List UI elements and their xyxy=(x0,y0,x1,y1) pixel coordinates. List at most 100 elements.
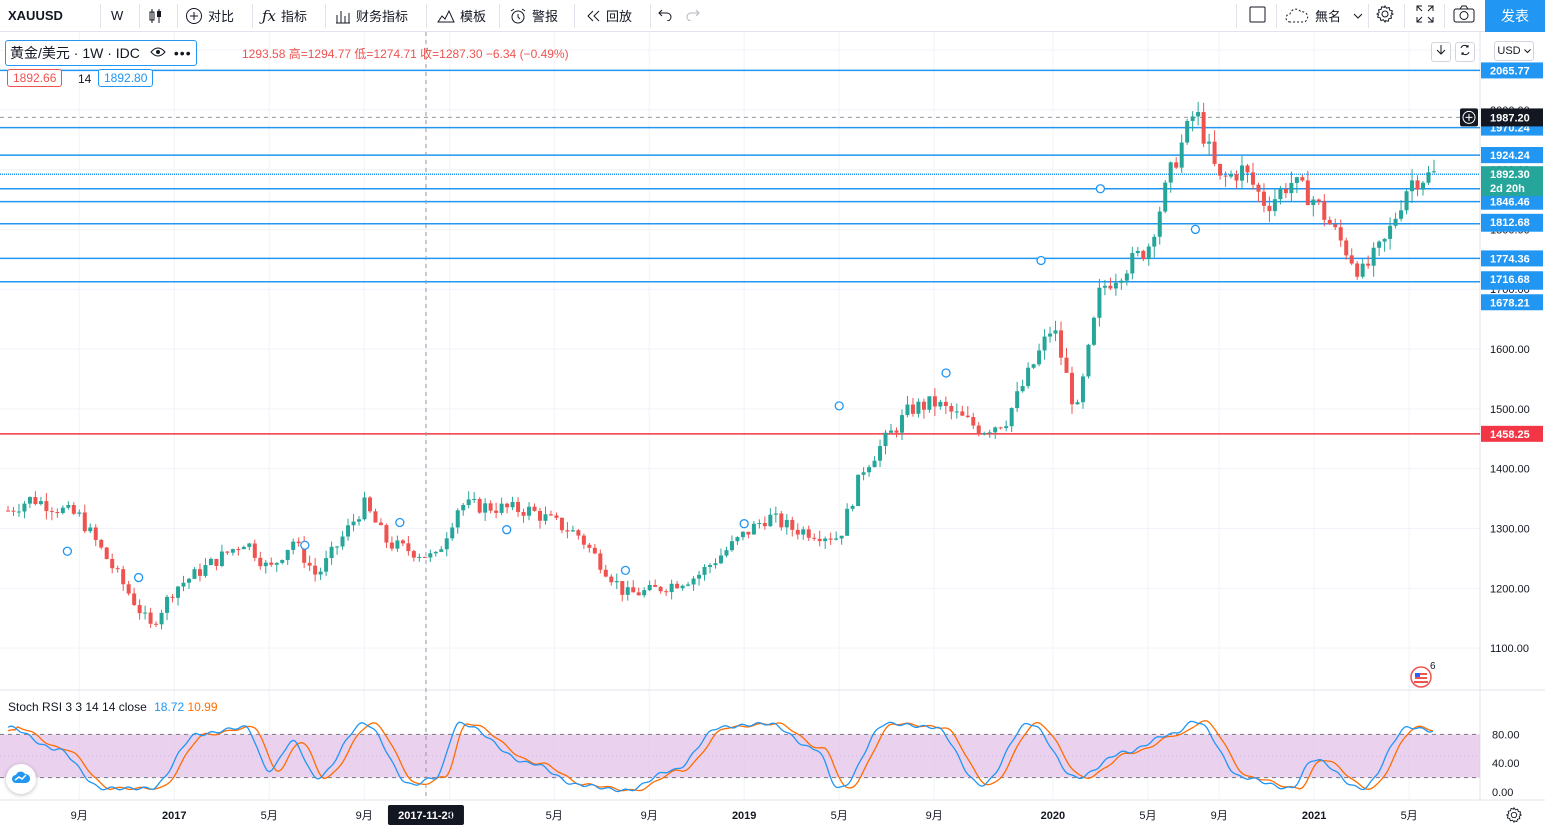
fullscreen-button[interactable] xyxy=(1416,0,1436,31)
candle-body xyxy=(1322,201,1327,220)
candle-body xyxy=(16,511,21,513)
candle-body xyxy=(965,415,970,418)
candle-body xyxy=(762,523,767,527)
indicators-label: 指标 xyxy=(281,9,308,24)
chart-type-button[interactable] xyxy=(147,0,169,31)
candle-body xyxy=(214,558,219,566)
oscillator-tick-label: 0.00 xyxy=(1492,787,1513,799)
candle-body xyxy=(680,585,685,589)
undo-button[interactable] xyxy=(657,0,675,31)
candle-body xyxy=(115,568,120,570)
candle-body xyxy=(1042,336,1047,351)
candle-body xyxy=(82,512,87,532)
candle-body xyxy=(603,569,608,577)
candle-body xyxy=(104,547,109,560)
templates-button[interactable]: 模板 xyxy=(437,0,497,31)
snapshot-button[interactable] xyxy=(1453,0,1475,31)
bid-price[interactable]: 1892.66 xyxy=(7,69,63,87)
candle-body xyxy=(6,510,10,512)
chevron-down-icon xyxy=(1523,45,1531,57)
candle-body xyxy=(466,499,471,506)
fullscreen-toggle-button[interactable] xyxy=(1249,0,1267,31)
indicators-button[interactable]: ƒx 指标 xyxy=(262,0,322,31)
candle-body xyxy=(433,551,438,554)
more-icon[interactable]: ••• xyxy=(173,45,192,61)
event-marker xyxy=(620,565,631,576)
candle-body xyxy=(55,512,60,514)
candle-body xyxy=(263,562,268,567)
candle-body xyxy=(472,498,477,500)
event-marker xyxy=(300,540,310,550)
chart-canvas[interactable]: 1100.00 1200.00 1300.00 1400.00 1500.00 1600.… xyxy=(0,32,1545,831)
flag-icon xyxy=(1410,666,1432,693)
reset-button[interactable] xyxy=(1455,42,1475,62)
events-badge[interactable]: 6 xyxy=(1410,661,1436,688)
time-axis[interactable]: 9月 2017 5月 9月 2017-11-208 5月 9月 2019 5月 9月 2020 5月 9… xyxy=(71,805,1418,825)
layout-menu-button[interactable]: 無名 xyxy=(1284,0,1364,31)
time-tick-label: 2020 xyxy=(1041,810,1065,822)
candle-body xyxy=(1080,376,1085,403)
candle-body xyxy=(1108,285,1113,289)
axis-price-tag-bg xyxy=(1481,213,1543,230)
spread-value: 14 xyxy=(78,72,92,86)
candle-body xyxy=(697,574,702,579)
candle-body xyxy=(1064,357,1069,373)
candle-body xyxy=(27,497,32,504)
axis-settings-button[interactable] xyxy=(1505,806,1523,829)
candle-body xyxy=(565,530,570,532)
tradingview-logo[interactable] xyxy=(6,764,36,794)
publish-button[interactable]: 发表 xyxy=(1485,0,1545,32)
candle-body xyxy=(367,497,372,512)
candle-body xyxy=(916,401,921,414)
settings-button[interactable] xyxy=(1375,0,1395,31)
financials-button[interactable]: 财务指标 xyxy=(335,0,423,31)
event-marker xyxy=(739,519,749,529)
candle-body xyxy=(927,396,932,410)
compare-button[interactable]: 对比 xyxy=(185,0,245,31)
candle-body xyxy=(1360,263,1365,277)
eye-icon[interactable] xyxy=(150,46,166,60)
scroll-down-button[interactable] xyxy=(1431,42,1451,62)
replay-button[interactable]: 回放 xyxy=(585,0,645,31)
financials-label: 财务指标 xyxy=(356,9,409,24)
alert-button[interactable]: 警报 xyxy=(509,0,569,31)
candle-body xyxy=(154,623,159,625)
event-marker xyxy=(395,517,405,528)
candle-body xyxy=(411,551,416,558)
candle-body xyxy=(883,432,888,447)
indicator-legend[interactable]: Stoch RSI 3 3 14 14 close 18.72 10.99 xyxy=(8,700,218,714)
candle-body xyxy=(439,549,444,552)
candle-body xyxy=(1212,141,1217,164)
candle-body xyxy=(483,503,488,513)
candle-body xyxy=(971,417,976,426)
candle-body xyxy=(1234,174,1239,181)
interval-button[interactable]: W xyxy=(111,0,131,31)
candle-body xyxy=(362,497,367,520)
candle-body xyxy=(735,537,740,542)
bar-chart-icon xyxy=(335,8,351,24)
event-marker xyxy=(133,572,144,583)
candle-body xyxy=(1229,174,1234,177)
redo-button[interactable] xyxy=(685,0,703,31)
candle-body xyxy=(93,527,98,540)
candle-body xyxy=(494,510,499,513)
symbol-search[interactable]: XAUUSD xyxy=(8,0,98,31)
candle-body xyxy=(740,531,745,538)
candle-body xyxy=(543,514,548,521)
ask-price[interactable]: 1892.80 xyxy=(98,69,154,87)
candle-body xyxy=(1168,162,1173,183)
candle-body xyxy=(993,427,998,433)
candle-body xyxy=(1410,180,1415,192)
candle-body xyxy=(1185,120,1190,143)
symbol-legend[interactable]: 黄金/美元 · 1W · IDC ••• xyxy=(5,40,197,66)
candle-body xyxy=(88,527,93,532)
event-marker xyxy=(1036,255,1046,266)
candle-body xyxy=(346,525,351,537)
candle-body xyxy=(987,432,992,434)
candle-body xyxy=(1130,253,1135,274)
countdown-label: 2d 20h xyxy=(1490,183,1525,195)
currency-select[interactable]: USD xyxy=(1494,41,1534,61)
candle-body xyxy=(823,538,828,542)
candle-body xyxy=(960,411,965,416)
candle-body xyxy=(554,515,559,518)
